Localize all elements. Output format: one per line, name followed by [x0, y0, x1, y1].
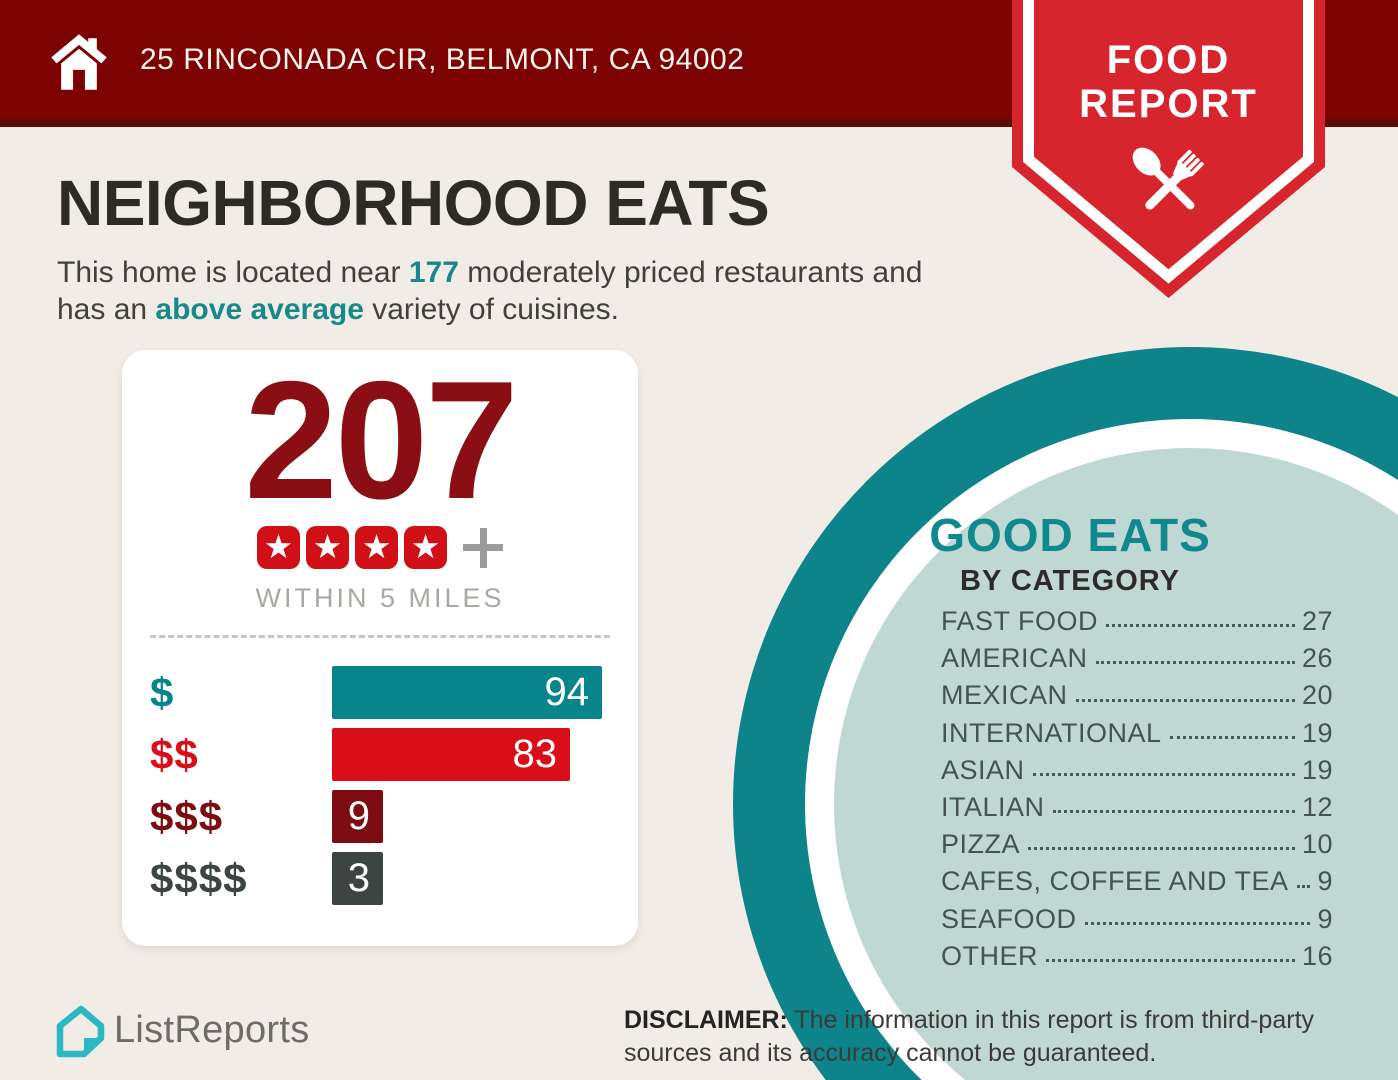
category-label: ASIAN	[941, 754, 1025, 785]
dotted-leader	[1075, 698, 1295, 702]
category-label: ITALIAN	[941, 792, 1045, 823]
category-label: CAFES, COFFEE AND TEA	[941, 866, 1289, 897]
category-row: INTERNATIONAL 19	[941, 715, 1333, 752]
ribbon-line2: REPORT	[1079, 82, 1258, 126]
category-row: FAST FOOD 27	[941, 603, 1333, 640]
dotted-leader	[1032, 772, 1295, 776]
ribbon-line1: FOOD	[1106, 38, 1231, 82]
ribbon-shape	[1012, 0, 1325, 298]
category-row: CAFES, COFFEE AND TEA 9	[941, 863, 1333, 900]
price-tier-bar: 94	[332, 666, 602, 719]
restaurant-count: 177	[408, 256, 459, 289]
category-row: SEAFOOD 9	[941, 901, 1333, 938]
category-count: 9	[1317, 903, 1333, 934]
category-count: 19	[1301, 754, 1333, 785]
price-tier-label: $$$$	[150, 854, 248, 902]
category-label: MEXICAN	[941, 680, 1068, 711]
plus-icon	[463, 527, 503, 568]
dotted-leader	[1169, 735, 1295, 739]
category-row: OTHER 16	[941, 938, 1333, 975]
price-bars: $94 $$ 83 $$$ 9 $$$$ 3	[150, 666, 638, 905]
category-count: 10	[1301, 829, 1333, 860]
category-row: PIZZA 10	[941, 826, 1333, 863]
category-label: FAST FOOD	[941, 606, 1099, 637]
category-label: AMERICAN	[941, 643, 1088, 674]
house-icon	[51, 34, 107, 90]
page-title: NEIGHBORHOOD EATS	[57, 167, 770, 239]
good-eats-header: GOOD EATS BY CATEGORY	[880, 508, 1260, 598]
good-eats-title: GOOD EATS	[929, 509, 1211, 561]
total-restaurant-count: 207	[244, 346, 518, 534]
price-tier-bar: 3	[332, 852, 383, 905]
listreports-logo-icon	[56, 1005, 105, 1058]
price-bar-row: $94	[150, 666, 638, 719]
star-icon: ★	[404, 526, 447, 569]
price-tier-label: $	[150, 668, 175, 716]
dashed-divider	[150, 635, 610, 638]
category-count: 27	[1301, 606, 1333, 637]
category-count: 9	[1317, 866, 1333, 897]
intro-text: This home is located near 177 moderately…	[57, 254, 1017, 328]
price-tier-label: $$	[150, 730, 199, 778]
price-bar-row: $$ 83	[150, 728, 638, 781]
dotted-leader	[1052, 810, 1295, 814]
category-count: 12	[1301, 792, 1333, 823]
star-icon: ★	[355, 526, 398, 569]
spoon-fork-icon	[1132, 147, 1204, 210]
intro-highlight: above average	[155, 293, 364, 326]
intro-post: variety of cuisines.	[363, 293, 619, 326]
intro-mid-b: has an	[57, 293, 156, 326]
radius-label: WITHIN 5 MILES	[255, 583, 505, 613]
dotted-leader	[1046, 958, 1295, 962]
price-bar-row: $$$$ 3	[150, 852, 638, 905]
category-row: ITALIAN 12	[941, 789, 1333, 826]
star-icon: ★	[306, 526, 349, 569]
category-count: 16	[1301, 940, 1333, 971]
category-label: OTHER	[941, 940, 1038, 971]
category-count: 19	[1301, 717, 1333, 748]
property-address: 25 RINCONADA CIR, BELMONT, CA 94002	[140, 42, 745, 76]
category-label: SEAFOOD	[941, 903, 1077, 934]
category-count: 20	[1301, 680, 1333, 711]
disclaimer: DISCLAIMER: The information in this repo…	[624, 1004, 1384, 1070]
dotted-leader	[1106, 624, 1295, 628]
price-tier-bar: 9	[332, 790, 383, 843]
disclaimer-text: The information in this report is from t…	[624, 1006, 1315, 1067]
good-eats-subtitle: BY CATEGORY	[960, 565, 1180, 597]
dotted-leader	[1296, 884, 1311, 888]
dotted-leader	[1028, 847, 1295, 851]
price-bar-row: $$$ 9	[150, 790, 638, 843]
category-row: AMERICAN 26	[941, 640, 1333, 677]
price-tier-bar: 83	[332, 728, 570, 781]
category-row: MEXICAN 20	[941, 677, 1333, 714]
disclaimer-label: DISCLAIMER:	[624, 1006, 788, 1034]
category-label: PIZZA	[941, 829, 1021, 860]
summary-card: 207 ★ ★ ★ ★ WITHIN 5 MILES $94 $$ 83 $$$ 9 $$$$ 3	[122, 350, 638, 946]
price-tier-label: $$$	[150, 792, 224, 840]
star-tiles: ★ ★ ★ ★	[257, 526, 447, 569]
intro-pre: This home is located near	[57, 256, 409, 289]
star-icon: ★	[257, 526, 300, 569]
category-count: 26	[1301, 643, 1333, 674]
category-row: ASIAN 19	[941, 752, 1333, 789]
dotted-leader	[1095, 661, 1295, 665]
category-list: FAST FOOD 27 AMERICAN 26 MEXICAN 20 INTERNATIO…	[941, 603, 1333, 975]
brand-name: ListReports	[114, 1008, 310, 1051]
category-label: INTERNATIONAL	[941, 717, 1162, 748]
header-shadow-strip	[0, 119, 1398, 127]
dotted-leader	[1084, 921, 1311, 925]
rating-row: ★ ★ ★ ★	[122, 526, 638, 569]
food-report-ribbon: FOOD REPORT	[1012, 0, 1325, 298]
intro-mid-a: moderately priced restaurants and	[458, 256, 923, 289]
